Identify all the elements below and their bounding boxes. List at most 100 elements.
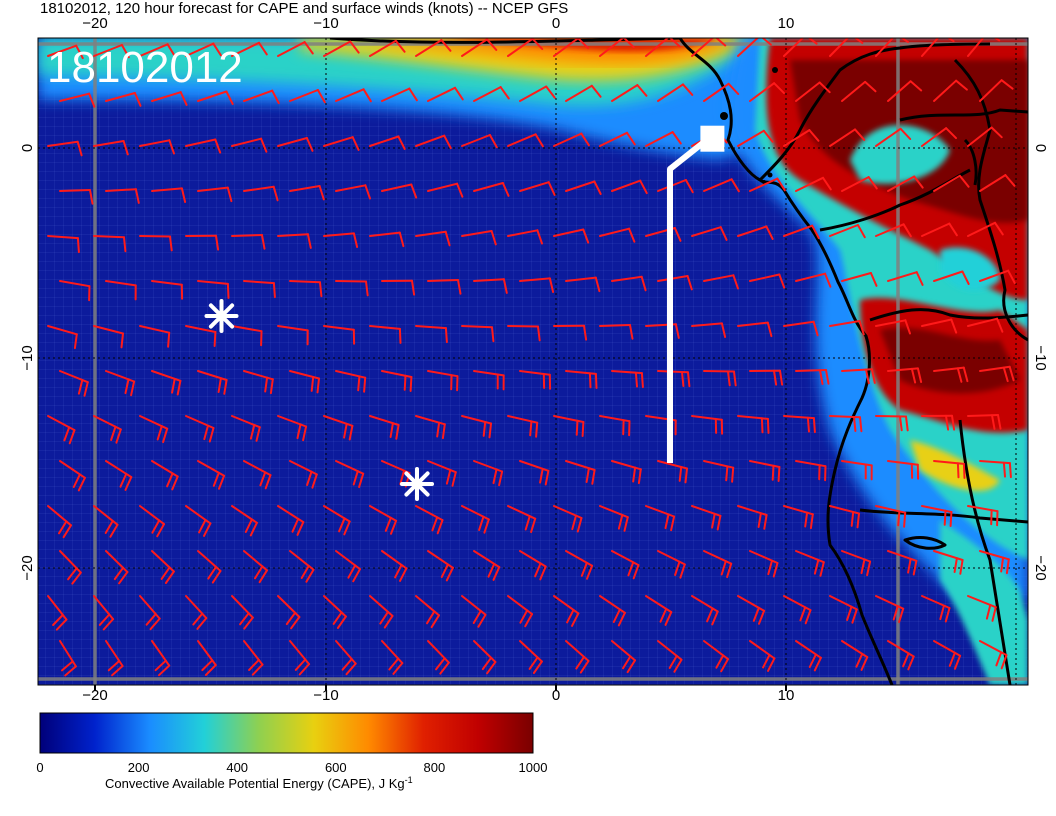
wind-barb — [841, 80, 877, 102]
wind-barb — [795, 176, 832, 192]
wind-barb — [47, 140, 83, 157]
wind-barb — [381, 370, 413, 392]
wind-barb — [691, 38, 727, 57]
lon-tick-mark — [94, 685, 96, 691]
wind-barb — [185, 415, 215, 443]
wind-barb — [657, 460, 688, 484]
wind-barb — [933, 174, 970, 192]
wind-barb — [565, 640, 590, 674]
wind-barb — [323, 505, 351, 536]
wind-barb — [507, 229, 543, 245]
wind-barb — [231, 234, 266, 250]
wind-barb — [427, 550, 454, 582]
wind-barb — [921, 318, 958, 334]
lat-tick-label-left: 0 — [19, 144, 36, 152]
wind-barb — [519, 181, 556, 196]
wind-barb — [783, 595, 812, 625]
wind-barb — [335, 550, 361, 583]
wind-barb — [933, 640, 962, 670]
wind-barb — [887, 80, 923, 102]
islands — [720, 67, 778, 184]
asterisk-marker — [204, 299, 239, 333]
wind-barb — [381, 87, 418, 102]
wind-barb — [59, 370, 89, 397]
map-title: 18102012, 120 hour forecast for CAPE and… — [40, 0, 568, 17]
wind-barb — [553, 505, 583, 533]
wind-barb — [933, 366, 969, 383]
wind-barb — [749, 550, 779, 578]
lat-tick-label-left: −10 — [19, 345, 36, 370]
wind-barb — [979, 365, 1015, 383]
wind-barb — [185, 505, 212, 537]
wind-barbs — [47, 38, 1016, 677]
wind-barb — [473, 550, 501, 581]
wind-barb — [415, 325, 448, 344]
wind-barb — [967, 414, 1002, 430]
coastline — [329, 38, 1028, 685]
wind-barb — [473, 370, 505, 391]
wind-barb — [231, 137, 268, 153]
wind-barb — [921, 38, 955, 57]
wind-barb — [473, 640, 497, 675]
map-frame — [37, 37, 1029, 686]
wind-barb — [565, 550, 594, 580]
wind-barb — [829, 505, 860, 529]
wind-barb — [197, 550, 222, 584]
wind-barb — [369, 325, 402, 344]
wind-barb — [703, 274, 739, 290]
wind-barb — [473, 86, 510, 102]
wind-barb — [139, 139, 175, 155]
wind-barb — [691, 505, 722, 531]
wind-barb — [611, 275, 647, 292]
wind-barb — [611, 460, 642, 485]
wind-barb — [519, 460, 550, 486]
wind-barb — [415, 39, 452, 57]
wind-barb — [277, 415, 308, 442]
wind-barb — [369, 39, 406, 57]
asterisk-marker — [400, 467, 434, 501]
wind-barb — [93, 140, 129, 156]
wind-barb — [657, 83, 694, 102]
wind-barb — [599, 131, 636, 147]
wind-barb — [841, 640, 869, 671]
lat-tick-label-left: −20 — [19, 555, 36, 580]
wind-barb — [565, 276, 601, 293]
wind-barb — [829, 128, 866, 147]
wind-barb — [795, 460, 827, 482]
wind-barb — [415, 415, 446, 440]
wind-barb — [645, 595, 673, 626]
wind-barb — [519, 640, 543, 674]
wind-barb — [921, 127, 957, 147]
wind-barb — [553, 228, 590, 244]
wind-barb — [737, 129, 774, 147]
wind-barb — [59, 640, 77, 677]
wind-barb — [105, 460, 133, 491]
wind-barb — [197, 90, 234, 105]
wind-barb — [139, 43, 176, 58]
wind-barb — [197, 460, 226, 490]
wind-barb — [47, 325, 78, 350]
wind-barb — [703, 640, 729, 673]
wind-barb — [427, 182, 464, 198]
lon-tick-label-top: −20 — [82, 15, 107, 32]
wind-barb — [979, 460, 1012, 479]
colorbar-tick-label: 200 — [128, 760, 150, 775]
wind-barb — [507, 415, 539, 438]
wind-barb — [323, 325, 356, 345]
wind-barb — [151, 460, 179, 491]
wind-barb — [197, 186, 233, 203]
wind-barb — [369, 415, 400, 440]
wind-barb — [381, 183, 418, 199]
wind-barb — [105, 92, 142, 107]
wind-barb — [887, 271, 924, 286]
wind-barb — [231, 505, 258, 537]
wind-barb — [105, 550, 129, 585]
wind-barb — [323, 595, 347, 629]
wind-barb — [703, 178, 740, 193]
wind-barb — [507, 38, 544, 57]
wind-barb — [277, 137, 314, 152]
wind-barb — [461, 415, 492, 439]
wind-barb — [979, 640, 1008, 670]
wind-barb — [795, 550, 825, 577]
